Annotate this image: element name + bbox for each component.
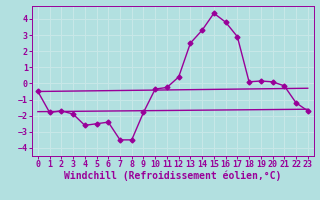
X-axis label: Windchill (Refroidissement éolien,°C): Windchill (Refroidissement éolien,°C) [64, 171, 282, 181]
